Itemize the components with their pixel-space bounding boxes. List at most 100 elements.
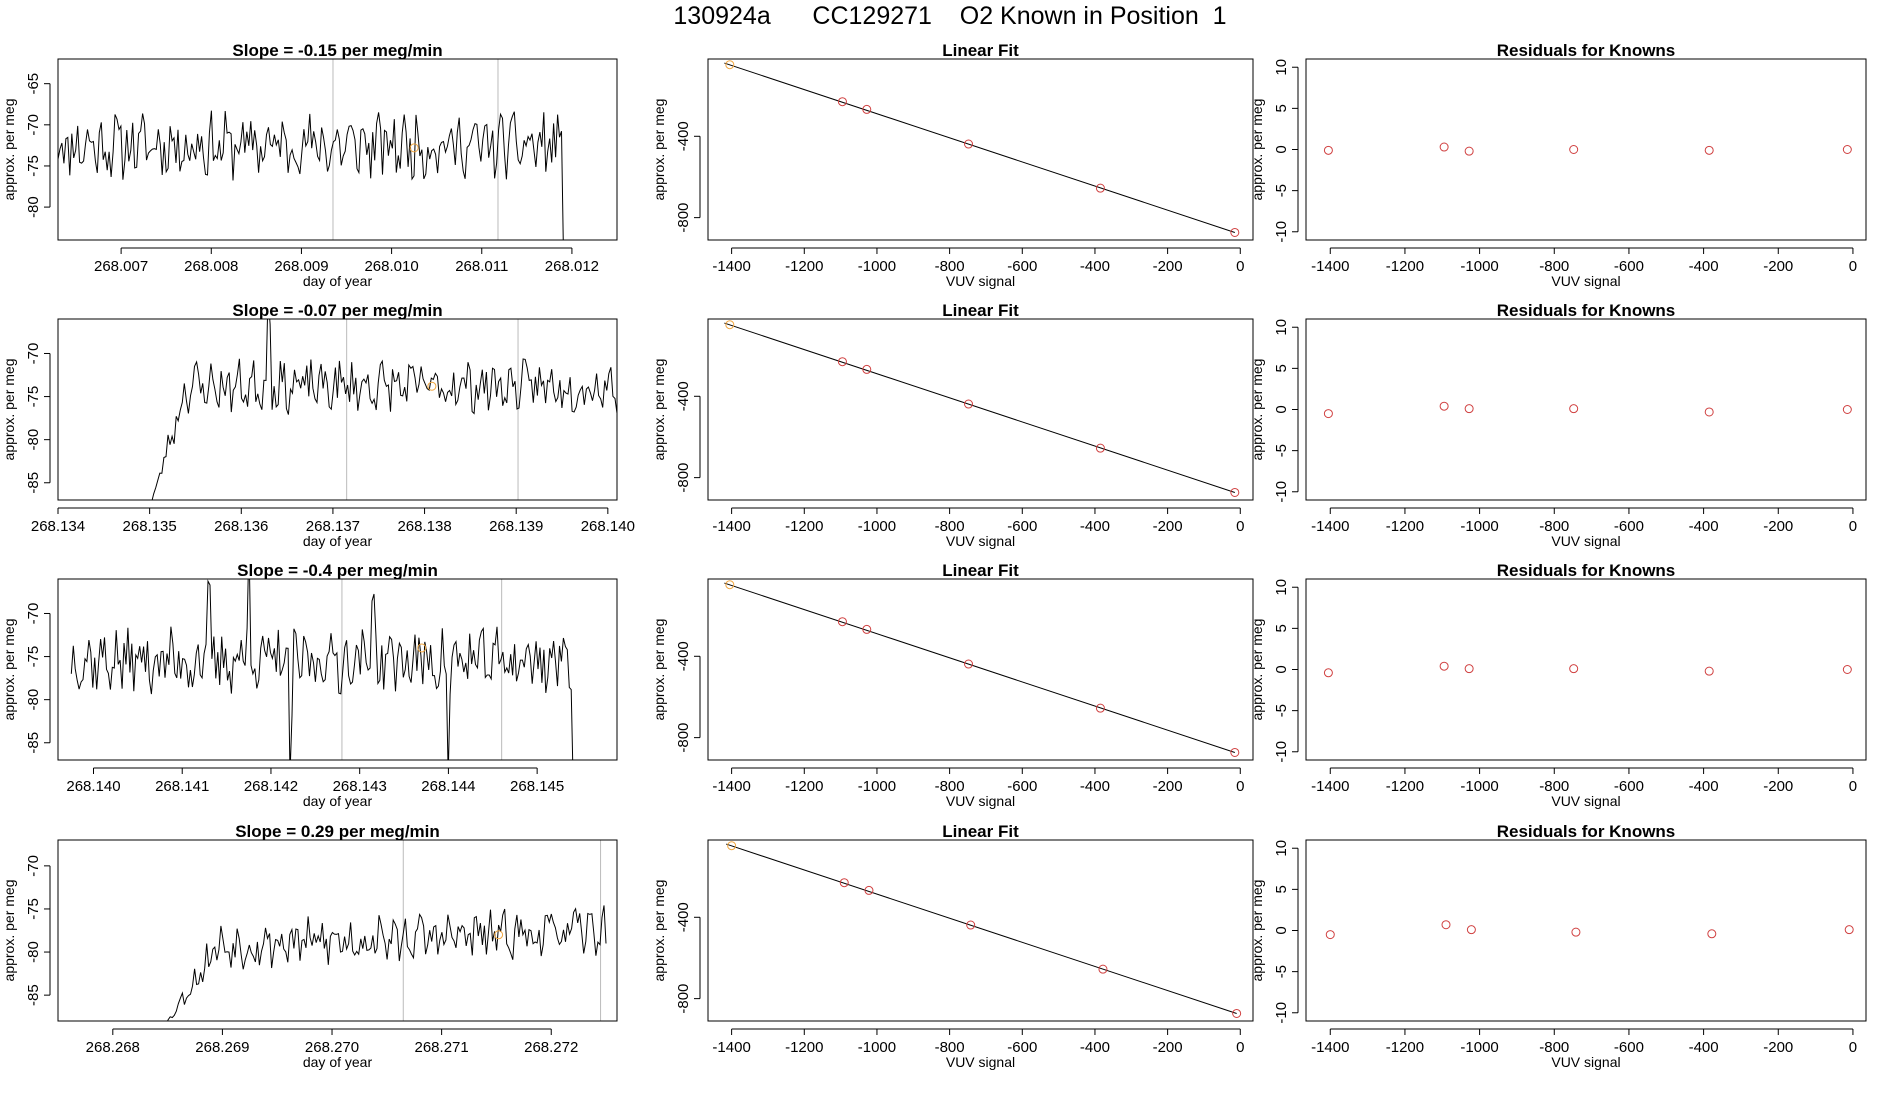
chart-r1c1-x-axis: 268.007 268.008 268.009 268.010 268.011 268.0… bbox=[94, 247, 599, 289]
chart-r4c2-point-6 bbox=[1232, 1008, 1242, 1018]
chart-r4c1-x-tick-label-2: 268.269 bbox=[195, 1039, 249, 1056]
chart-r4c1-x-tick-label-1: 268.268 bbox=[86, 1039, 140, 1056]
chart-r1c2-x-tick-label-2: -1200 bbox=[785, 258, 823, 275]
chart-r3c2-point-2 bbox=[837, 617, 847, 627]
chart-r3c2-x-tick-label-5: -600 bbox=[1007, 778, 1037, 795]
chart-r3c2-x-tick-label-8: 0 bbox=[1236, 778, 1244, 795]
chart-r3c1-x-tick-label-6: 268.145 bbox=[510, 778, 564, 795]
chart-r1c1-x-tick-label-4: 268.010 bbox=[364, 258, 418, 275]
chart-r2c1-x-tick-label-6: 268.139 bbox=[489, 518, 543, 535]
chart-r2c3-y-tick-label-4: -5 bbox=[1273, 444, 1290, 457]
chart-r4c1-y-tick-label-4: -85 bbox=[25, 984, 42, 1006]
chart-r4c3-point-5 bbox=[1707, 929, 1717, 939]
chart-r1c2-x-tick-label-4: -800 bbox=[935, 258, 965, 275]
chart-r1c2-x-axis-label: VUV signal bbox=[946, 273, 1015, 289]
chart-r2c3-plot-frame bbox=[1305, 318, 1867, 501]
chart-r3c1-title: Slope = -0.4 per meg/min bbox=[237, 561, 438, 580]
chart-r4c2-point-2 bbox=[839, 878, 849, 888]
chart-r2c1-series-line bbox=[151, 319, 617, 500]
chart-r4c2-y-tick-label-1: -400 bbox=[675, 902, 692, 932]
chart-r4c1-x-tick-label-3: 268.270 bbox=[305, 1039, 359, 1056]
chart-r3c1-y-tick-label-2: -75 bbox=[25, 646, 42, 668]
chart-r4c2-y-axis-label: approx. per meg bbox=[651, 880, 667, 982]
chart-r4c2-title: Linear Fit bbox=[942, 822, 1019, 841]
chart-r3c3-x-tick-label-6: -400 bbox=[1689, 778, 1719, 795]
chart-r4c2-x-tick-label-7: -200 bbox=[1153, 1039, 1183, 1056]
chart-r3c2-y-axis-label: approx. per meg bbox=[651, 619, 667, 721]
chart-r4c1-x-tick-label-4: 268.271 bbox=[415, 1039, 469, 1056]
chart-r4c2-x-tick-label-4: -800 bbox=[935, 1039, 965, 1056]
chart-r1c3-y-tick-label-2: 5 bbox=[1273, 104, 1290, 112]
chart-r2c2-x-tick-label-1: -1400 bbox=[712, 518, 750, 535]
chart-r3c2-y-tick-label-2: -800 bbox=[675, 723, 692, 753]
chart-r3c3-y-tick-label-5: -10 bbox=[1273, 741, 1290, 763]
chart-r2c2-point-1 bbox=[725, 320, 735, 330]
chart-r4c1-x-tick-label-5: 268.272 bbox=[524, 1039, 578, 1056]
chart-r3c3-x-tick-label-8: 0 bbox=[1849, 778, 1857, 795]
chart-r3c2-point-6 bbox=[1230, 747, 1240, 757]
chart-r3c3-x-tick-label-1: -1400 bbox=[1311, 778, 1349, 795]
chart-r2c3-x-tick-label-1: -1400 bbox=[1311, 518, 1349, 535]
chart-r1c3-x-tick-label-3: -1000 bbox=[1460, 258, 1498, 275]
chart-r2c2-y-axis: -400 -800 approx. per meg bbox=[651, 359, 701, 493]
chart-r3c2-point-3 bbox=[862, 624, 872, 634]
chart-r1c1-y-tick-label-1: -65 bbox=[25, 73, 42, 95]
chart-r4c3-y-tick-label-1: 10 bbox=[1273, 840, 1290, 857]
chart-r3c1-x-tick-label-1: 268.140 bbox=[66, 778, 120, 795]
chart-r3c2-data bbox=[724, 580, 1240, 757]
chart-r2c1-y-tick-label-2: -75 bbox=[25, 386, 42, 408]
chart-r2c2-x-tick-label-5: -600 bbox=[1007, 518, 1037, 535]
chart-r3c1-y-tick-label-4: -85 bbox=[25, 732, 42, 754]
chart-r4c2-y-tick-label-2: -800 bbox=[675, 984, 692, 1014]
chart-r4c2: -1400 -1200 -1000 -800 -600 -400 -200 0 VUV sign… bbox=[651, 822, 1254, 1070]
figure-title: 130924a CC129271 O2 Known in Position 1 bbox=[0, 2, 1900, 31]
chart-r1c1-x-tick-label-1: 268.007 bbox=[94, 258, 148, 275]
chart-r1c3-y-tick-label-5: -10 bbox=[1273, 221, 1290, 243]
chart-r2c3-point-3 bbox=[1464, 404, 1474, 414]
chart-r3c2-x-tick-label-2: -1200 bbox=[785, 778, 823, 795]
chart-r2c2-y-tick-label-1: -400 bbox=[675, 381, 692, 411]
chart-r2c2-data bbox=[724, 320, 1240, 497]
chart-r2c3-x-tick-label-6: -400 bbox=[1689, 518, 1719, 535]
chart-r4c3-x-tick-label-3: -1000 bbox=[1460, 1039, 1498, 1056]
chart-r2c1-title: Slope = -0.07 per meg/min bbox=[232, 301, 442, 320]
chart-r2c1-data bbox=[151, 319, 617, 500]
chart-r1c1-x-tick-label-6: 268.012 bbox=[545, 258, 599, 275]
chart-r3c3-y-axis-label: approx. per meg bbox=[1249, 619, 1265, 721]
chart-r4c3-point-6 bbox=[1844, 925, 1854, 935]
chart-r2c1-y-tick-label-4: -85 bbox=[25, 472, 42, 494]
chart-r3c2-point-5 bbox=[1095, 703, 1105, 713]
chart-r2c1: 268.134 268.135 268.136 268.137 268.138 268.1… bbox=[1, 301, 635, 549]
chart-r1c3-x-axis: -1400 -1200 -1000 -800 -600 -400 -200 0 VUV sign… bbox=[1311, 247, 1857, 289]
chart-r2c2-y-axis-label: approx. per meg bbox=[651, 359, 667, 461]
chart-r3c3-point-4 bbox=[1569, 664, 1579, 674]
chart-r1c1-plot-frame bbox=[57, 58, 618, 241]
chart-r2c1-y-tick-label-1: -70 bbox=[25, 343, 42, 365]
chart-r2c3-y-tick-label-2: 5 bbox=[1273, 364, 1290, 372]
chart-r2c2-x-tick-label-3: -1000 bbox=[858, 518, 896, 535]
chart-r4c1-mean-marker bbox=[494, 930, 504, 940]
chart-r1c3-plot-frame bbox=[1305, 58, 1867, 241]
chart-r2c3: -1400 -1200 -1000 -800 -600 -400 -200 0 VUV sign… bbox=[1249, 301, 1867, 549]
chart-r1c1-title: Slope = -0.15 per meg/min bbox=[232, 41, 442, 60]
chart-r3c1-x-axis: 268.140 268.141 268.142 268.143 268.144 268.1… bbox=[66, 767, 564, 809]
chart-r3c1-y-axis-label: approx. per meg bbox=[1, 619, 17, 721]
chart-r4c2-x-axis: -1400 -1200 -1000 -800 -600 -400 -200 0 VUV sign… bbox=[712, 1028, 1244, 1070]
chart-r3c1-x-tick-label-4: 268.143 bbox=[333, 778, 387, 795]
chart-r2c2-x-tick-label-7: -200 bbox=[1153, 518, 1183, 535]
chart-r3c2: -1400 -1200 -1000 -800 -600 -400 -200 0 VUV sign… bbox=[651, 561, 1254, 809]
chart-r3c3: -1400 -1200 -1000 -800 -600 -400 -200 0 VUV sign… bbox=[1249, 561, 1867, 809]
chart-r1c3-point-6 bbox=[1842, 145, 1852, 154]
chart-r2c2-x-axis: -1400 -1200 -1000 -800 -600 -400 -200 0 VUV sign… bbox=[712, 507, 1244, 549]
chart-r4c1: 268.268 268.269 268.270 268.271 268.272 day o… bbox=[1, 822, 618, 1070]
chart-r2c2-x-axis-label: VUV signal bbox=[946, 533, 1015, 549]
chart-r2c2-plot-frame bbox=[707, 318, 1254, 501]
chart-r4c1-plot-frame bbox=[57, 839, 618, 1022]
chart-r3c3-x-axis: -1400 -1200 -1000 -800 -600 -400 -200 0 VUV sign… bbox=[1311, 767, 1857, 809]
chart-r3c3-data bbox=[1323, 661, 1852, 678]
chart-r2c2-fit-line bbox=[724, 322, 1235, 493]
chart-r2c1-x-tick-label-7: 268.140 bbox=[581, 518, 635, 535]
chart-r1c2-point-3 bbox=[862, 104, 872, 114]
chart-r4c1-x-axis-label: day of year bbox=[303, 1054, 373, 1070]
chart-r2c3-x-tick-label-4: -800 bbox=[1539, 518, 1569, 535]
